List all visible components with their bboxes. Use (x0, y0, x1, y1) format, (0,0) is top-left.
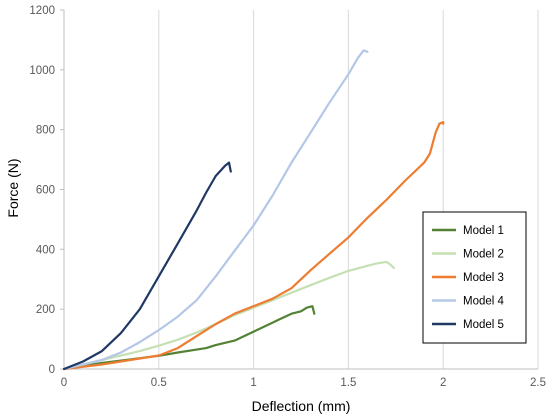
x-tick-label: 1 (250, 377, 256, 389)
legend-label: Model 3 (463, 272, 504, 284)
y-tick-label: 800 (36, 125, 55, 137)
x-axis-title: Deflection (mm) (252, 398, 351, 414)
y-tick-label: 0 (49, 364, 55, 376)
y-tick-label: 400 (36, 244, 55, 256)
x-tick-label: 1.5 (340, 377, 356, 389)
legend-label: Model 1 (463, 225, 504, 237)
y-tick-label: 600 (36, 185, 55, 197)
y-tick-label: 1000 (29, 65, 55, 77)
y-tick-label: 1200 (29, 5, 55, 17)
legend-label: Model 5 (463, 319, 504, 331)
x-tick-label: 0.5 (151, 377, 167, 389)
legend-label: Model 4 (463, 296, 505, 308)
series-line-model-2 (62, 260, 395, 371)
series-line-model-3 (62, 121, 445, 371)
axes (60, 9, 538, 370)
legend-label: Model 2 (463, 249, 504, 261)
y-tick-label: 200 (36, 304, 55, 316)
y-tick-labels: 0 200 400 600 800 1000 1200 (29, 5, 55, 376)
x-tick-labels: 0 0.5 1 1.5 2 2.5 (61, 377, 546, 389)
x-tick-label: 2 (440, 377, 446, 389)
series-line-model-5 (62, 161, 232, 371)
legend: Model 1 Model 2 Model 3 Model 4 Model 5 (422, 211, 527, 344)
series-lines (62, 49, 445, 371)
series-line-model-4 (62, 49, 369, 371)
y-axis-title: Force (N) (5, 158, 21, 217)
x-tick-label: 0 (61, 377, 67, 389)
x-tick-label: 2.5 (530, 377, 546, 389)
